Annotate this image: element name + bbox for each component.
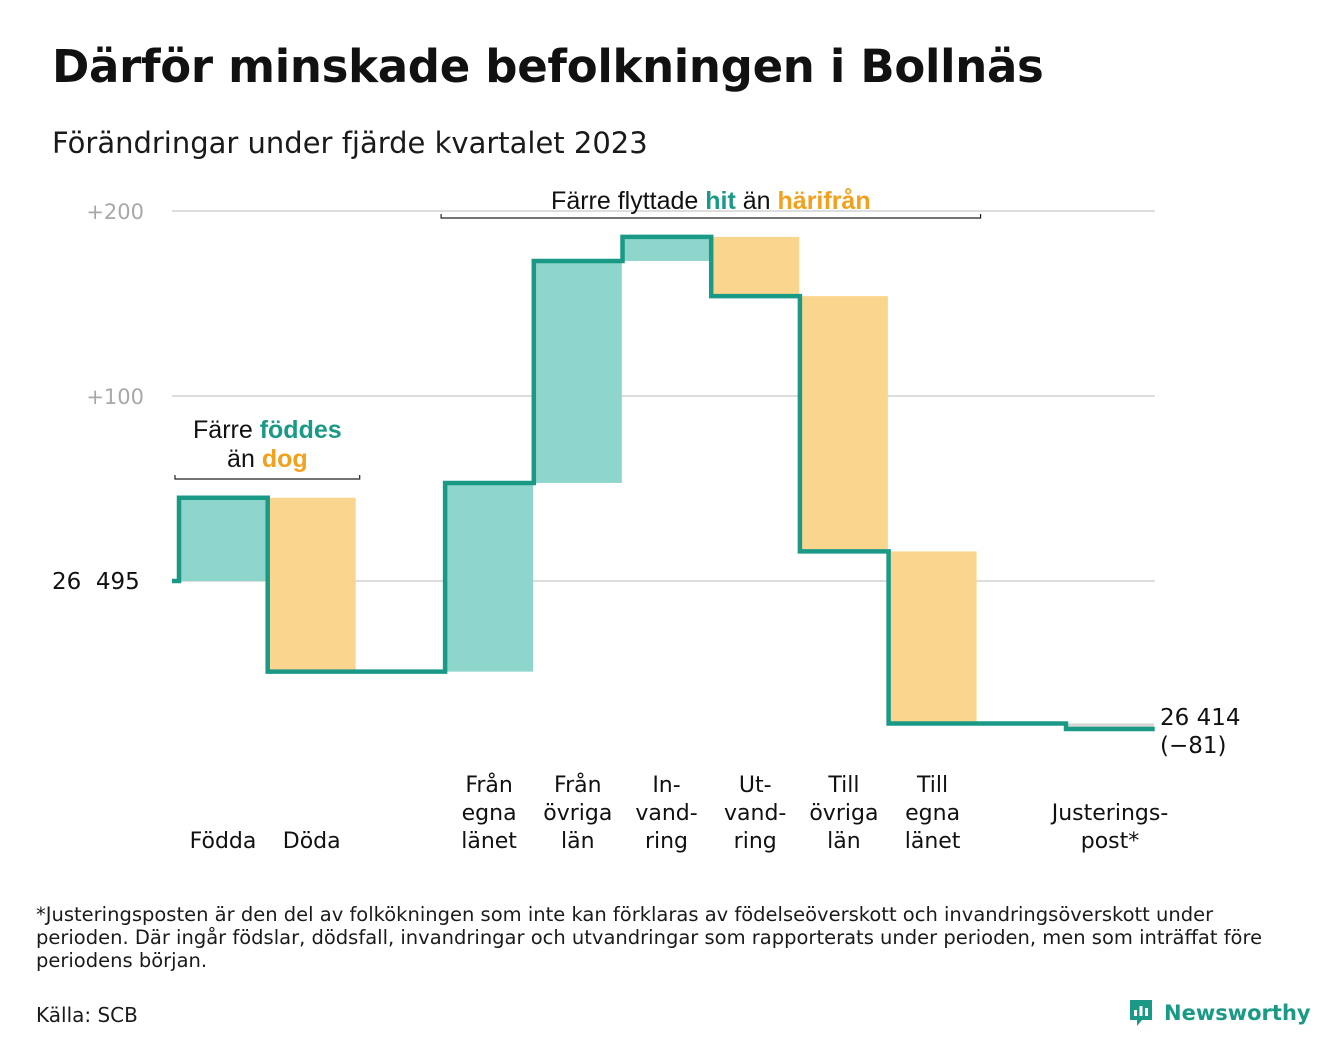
start-value-label: 26 495	[52, 569, 140, 595]
category-label: län	[827, 829, 861, 854]
bar-in	[179, 497, 267, 581]
waterfall-chart: +200 +100 26 495 26 414(−81) Födda Döda Från eg…	[52, 187, 1240, 854]
category-label: Till	[827, 773, 859, 798]
brand-name: Newsworthy	[1164, 1001, 1311, 1025]
category-label: ring	[645, 829, 688, 854]
category-label: Döda	[283, 829, 341, 854]
annotation-text: Färre föddes	[193, 416, 342, 444]
category-label: länet	[905, 829, 961, 854]
category-label: egna	[462, 801, 517, 826]
bar-out	[711, 236, 800, 297]
category-label: vand-	[635, 801, 697, 826]
bar-out	[799, 296, 888, 552]
category-label: ring	[734, 829, 777, 854]
cumulative-line	[172, 234, 1155, 732]
category-label: Till	[916, 773, 948, 798]
category-label: post*	[1081, 829, 1140, 854]
end-change-label: (−81)	[1160, 733, 1226, 759]
annotation-text: än dog	[227, 445, 308, 473]
newsworthy-logo-icon	[1130, 1000, 1152, 1026]
annotation-text: Färre flyttade hit än härifrån	[551, 187, 871, 215]
bar-out	[888, 551, 977, 724]
end-value-label: 26 414	[1160, 705, 1240, 731]
category-label: Från	[465, 772, 513, 798]
category-label: Ut-	[739, 773, 772, 798]
annotation-bracket	[174, 475, 361, 480]
annotation-bracket	[440, 214, 982, 219]
chart-subtitle: Förändringar under fjärde kvartalet 2023	[52, 126, 648, 160]
chart-title: Därför minskade befolkningen i Bollnäs	[52, 40, 1044, 93]
bar-adjust	[1066, 723, 1154, 729]
category-label: Från	[554, 772, 602, 798]
footnote: *Justeringsposten är den del av folkökni…	[36, 903, 1263, 972]
category-label: Justerings-	[1050, 801, 1169, 826]
bar-in	[445, 482, 534, 672]
category-label: övriga	[809, 801, 878, 826]
category-label: län	[561, 829, 595, 854]
category-label: länet	[461, 829, 517, 854]
category-label: övriga	[543, 801, 612, 826]
category-label: egna	[905, 801, 960, 826]
category-label: In-	[652, 773, 680, 798]
brand[interactable]: Newsworthy	[1128, 998, 1311, 1028]
bar-in	[533, 260, 622, 483]
category-label: vand-	[724, 801, 786, 826]
y-tick-label: +200	[86, 200, 144, 224]
category-label: Födda	[190, 829, 257, 854]
bar-in	[622, 236, 711, 261]
source-note: Källa: SCB	[36, 1003, 138, 1027]
y-tick-label: +100	[86, 385, 144, 409]
bar-out	[267, 497, 356, 672]
